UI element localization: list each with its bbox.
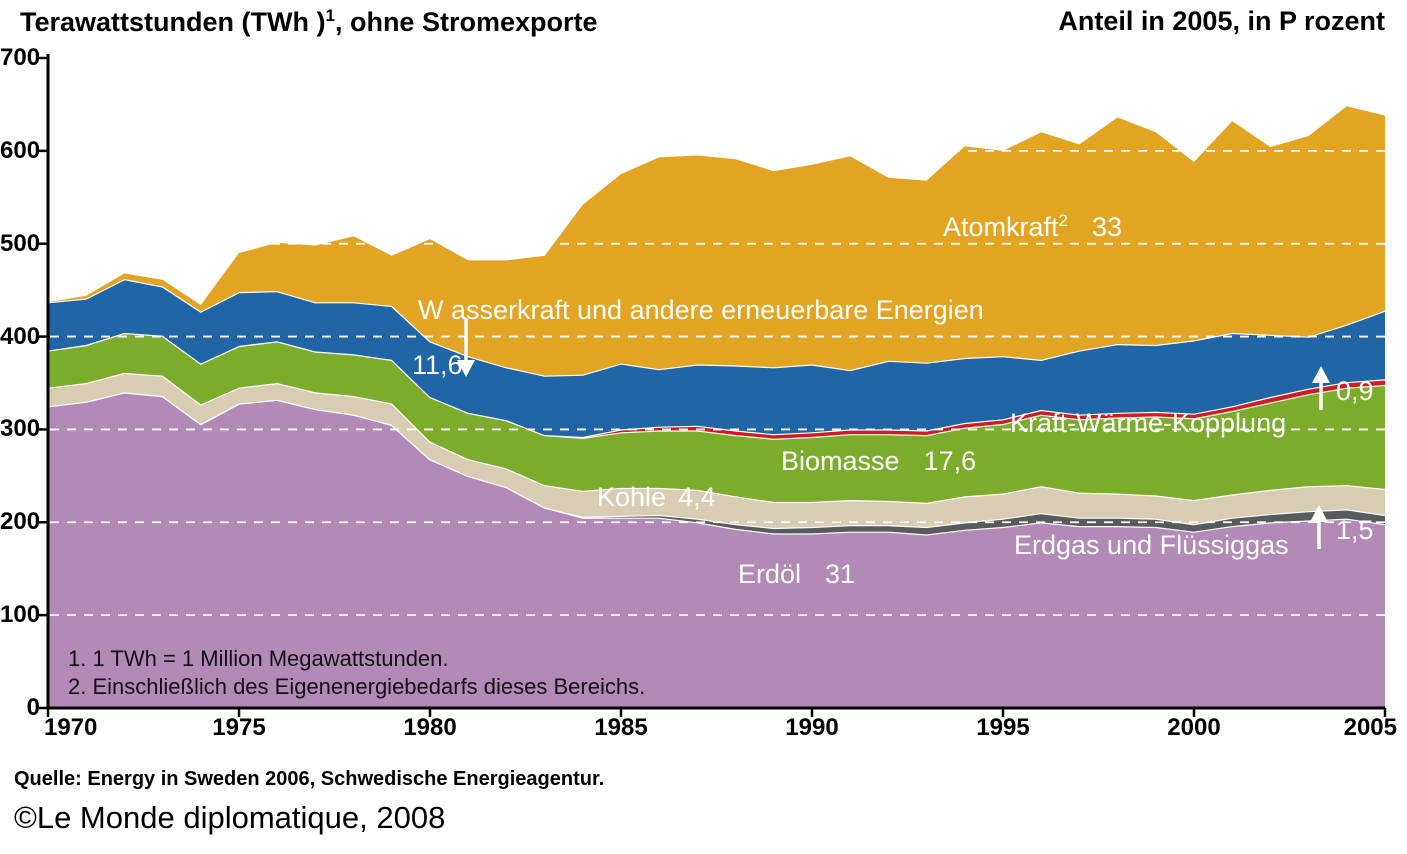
label-kohle: Kohle 4,4 [597,482,716,512]
x-tick-label: 1980 [403,714,457,741]
x-tick-label: 1990 [785,714,839,741]
area-biomasse [48,332,1385,503]
label-kohle-share: 4,4 [678,482,716,512]
label-atomkraft: Atomkraft2 33 [943,211,1123,242]
label-kwk: Kraft-Wärme-Kopplung [1010,408,1287,438]
label-wasserkraft: W asserkraft und andere erneuerbare Ener… [418,295,984,325]
footnote-2: 2. Einschließlich des Eigenenergiebedarf… [68,674,646,699]
area-erdoel [48,392,1385,708]
y-tick-label: 0 [26,694,40,721]
label-atomkraft-share: 33 [1092,212,1123,242]
label-wasserkraft-share: 11,6 [412,350,463,380]
y-tick-label: 100 [0,601,41,629]
x-tick-label: 2005 [1343,714,1397,741]
source-line: Quelle: Energy in Sweden 2006, Schwedisc… [14,768,605,790]
label-biomasse: Biomasse 17,6 [781,446,977,476]
y-tick-label: 300 [0,415,41,443]
label-erdgas-share: 1,5 [1336,515,1374,545]
arrow-down-icon [457,318,475,377]
credit-line: ©Le Monde diplomatique, 2008 [14,800,446,835]
arrow-up-icon [1312,366,1330,410]
y-tick-label: 700 [0,44,41,71]
footnote-1: 1. 1 TWh = 1 Million Megawattstunden. [68,646,449,671]
label-erdoel-share: 31 [825,559,856,589]
subtitle-right: Anteil in 2005, in P rozent [1058,6,1385,36]
area-atomkraft [48,106,1385,376]
footnote-ref-1: 1 [325,6,335,25]
y-tick-label: 600 [0,136,41,164]
x-tick-label: 2000 [1167,714,1221,741]
area-wasserkraft [48,279,1385,437]
x-tick-label: 1985 [594,714,648,741]
y-tick-label: 500 [0,229,41,257]
y-tick-label: 200 [0,508,41,536]
area-kohle [48,372,1385,528]
arrow-up-icon [1310,505,1328,549]
x-tick-label: 1975 [212,714,266,741]
label-erdgas: Erdgas und Flüssiggas [1014,530,1289,560]
x-tick-label: 1995 [976,714,1030,741]
y-tick-label: 400 [0,322,41,350]
footnote-ref-2: 2 [1058,211,1068,230]
label-biomasse-share: 17,6 [923,446,977,476]
page-title: Terawattstunden (TWh )1, ohne Stromexpor… [20,6,598,37]
x-tick-label: 1970 [44,714,98,741]
footnotes: 1. 1 TWh = 1 Million Megawattstunden. 2.… [68,645,645,701]
area-erdgas [48,392,1385,535]
label-kwk-share: 0,9 [1336,376,1374,406]
label-erdoel: Erdöl 31 [738,559,856,589]
